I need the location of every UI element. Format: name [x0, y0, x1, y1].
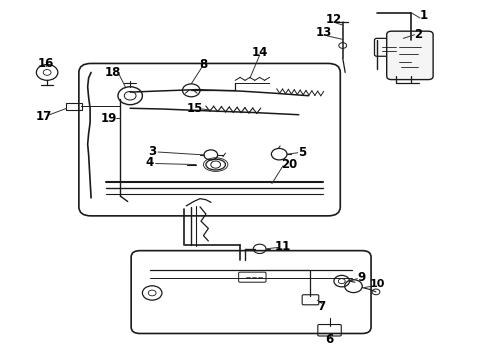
FancyBboxPatch shape — [374, 39, 404, 56]
Text: 19: 19 — [101, 112, 117, 125]
Text: 15: 15 — [187, 102, 203, 115]
Text: 11: 11 — [275, 240, 291, 253]
FancyBboxPatch shape — [387, 31, 433, 80]
Text: 8: 8 — [199, 58, 208, 71]
Text: 12: 12 — [326, 13, 342, 26]
Text: 16: 16 — [37, 57, 54, 70]
Text: 5: 5 — [298, 145, 307, 158]
Text: 4: 4 — [146, 156, 154, 169]
Text: 14: 14 — [251, 46, 268, 59]
Text: 17: 17 — [36, 110, 52, 123]
Text: 9: 9 — [357, 271, 366, 284]
Text: 20: 20 — [281, 158, 297, 171]
Text: 6: 6 — [325, 333, 334, 346]
Text: 18: 18 — [105, 66, 121, 79]
Text: 7: 7 — [318, 300, 326, 313]
Text: 2: 2 — [415, 28, 422, 41]
Text: 13: 13 — [316, 27, 332, 40]
Text: 10: 10 — [369, 279, 385, 289]
Text: 3: 3 — [148, 145, 156, 158]
Text: 1: 1 — [419, 9, 427, 22]
